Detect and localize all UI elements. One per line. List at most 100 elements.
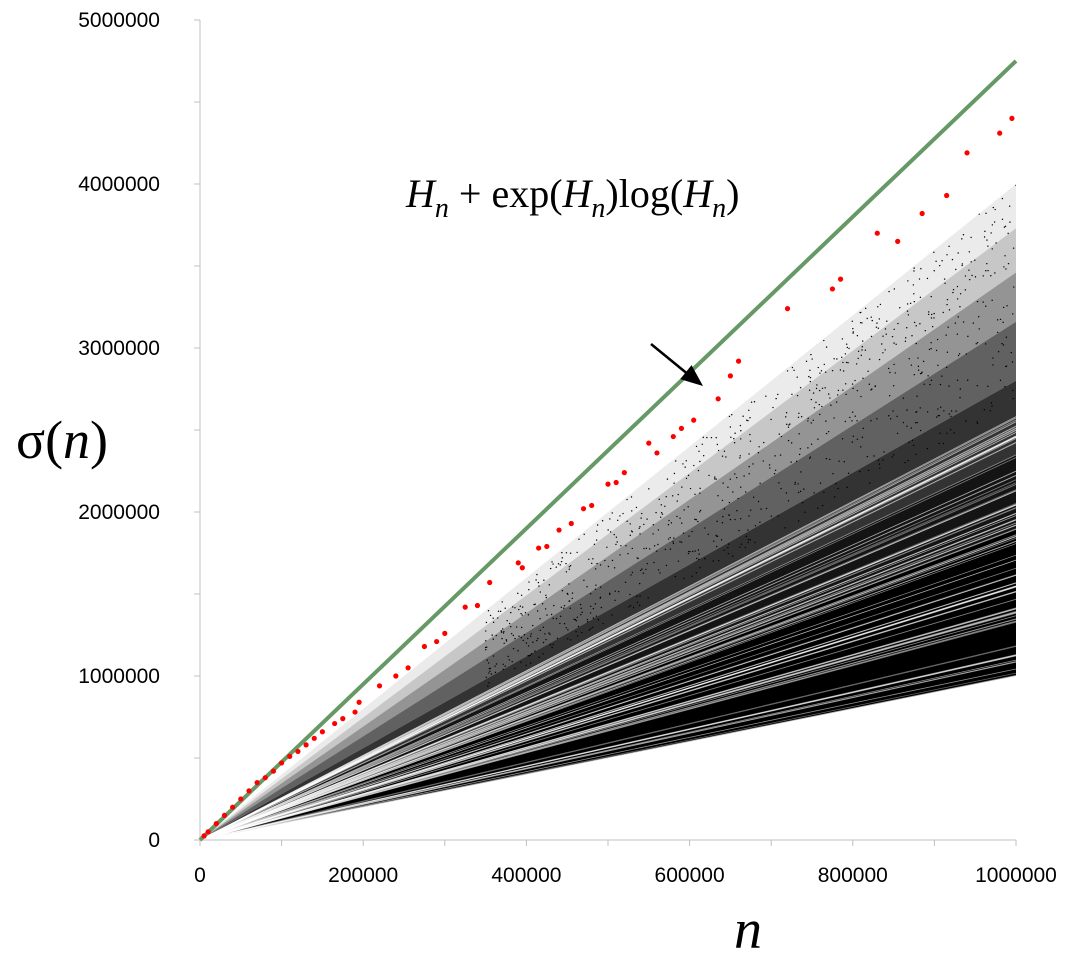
record-point bbox=[405, 665, 411, 671]
density-dot bbox=[796, 376, 798, 378]
density-dot bbox=[846, 486, 848, 489]
density-dot bbox=[861, 346, 864, 348]
density-dot bbox=[785, 492, 788, 494]
density-dot bbox=[935, 260, 937, 262]
record-point bbox=[421, 643, 427, 650]
record-point bbox=[442, 630, 448, 636]
record-point bbox=[376, 683, 383, 689]
density-dot bbox=[1005, 365, 1008, 367]
density-dot bbox=[896, 415, 898, 418]
density-dot bbox=[630, 574, 632, 576]
density-dot bbox=[831, 369, 834, 372]
density-dot bbox=[939, 383, 942, 386]
density-streak bbox=[200, 559, 1016, 840]
density-dot bbox=[485, 630, 487, 632]
record-point bbox=[964, 150, 970, 156]
density-dot bbox=[563, 623, 566, 625]
density-dot bbox=[775, 397, 777, 400]
density-dot bbox=[541, 603, 544, 605]
density-dot bbox=[936, 338, 939, 341]
density-dot bbox=[657, 529, 660, 531]
density-dot bbox=[712, 560, 714, 562]
density-dot bbox=[835, 401, 838, 403]
density-dot bbox=[732, 491, 734, 493]
density-dot bbox=[740, 438, 742, 440]
density-dot bbox=[555, 617, 558, 620]
density-dot bbox=[754, 541, 756, 544]
density-dot bbox=[643, 523, 645, 526]
density-dot bbox=[733, 442, 736, 444]
density-dot bbox=[902, 421, 905, 424]
density-dot bbox=[864, 349, 867, 351]
density-dot bbox=[970, 261, 972, 263]
x-axis-title: n bbox=[734, 899, 762, 955]
record-point bbox=[311, 735, 317, 741]
density-dot bbox=[568, 583, 570, 585]
density-dot bbox=[518, 608, 520, 611]
density-dot bbox=[640, 517, 642, 519]
density-dot bbox=[889, 371, 891, 374]
density-dot bbox=[867, 370, 869, 373]
density-dot bbox=[617, 590, 620, 593]
density-streak bbox=[200, 482, 1016, 840]
density-dot bbox=[487, 685, 489, 687]
density-dot bbox=[707, 533, 709, 536]
density-dot bbox=[851, 411, 854, 413]
density-dot bbox=[639, 525, 641, 528]
density-dot bbox=[864, 307, 867, 310]
density-dot bbox=[492, 621, 495, 624]
density-dot bbox=[567, 629, 569, 631]
density-dot bbox=[943, 410, 945, 412]
record-point bbox=[201, 833, 207, 839]
density-dot bbox=[631, 531, 634, 533]
density-dot bbox=[940, 406, 942, 408]
density-dot bbox=[505, 639, 508, 641]
density-dot bbox=[758, 446, 760, 448]
density-dot bbox=[974, 276, 977, 278]
density-dot bbox=[787, 500, 790, 502]
density-dot bbox=[577, 635, 579, 637]
density-dot bbox=[941, 375, 943, 377]
density-dot bbox=[567, 593, 569, 596]
density-dot bbox=[544, 633, 546, 635]
density-dot bbox=[892, 410, 894, 412]
density-dot bbox=[845, 383, 847, 385]
density-dot bbox=[882, 352, 884, 354]
density-dot bbox=[762, 460, 764, 462]
density-dot bbox=[581, 631, 583, 634]
record-point bbox=[238, 796, 244, 802]
density-dot bbox=[906, 303, 909, 305]
density-dot bbox=[749, 440, 752, 442]
density-dot bbox=[983, 236, 986, 238]
density-dot bbox=[982, 275, 984, 277]
density-dot bbox=[551, 646, 553, 649]
density-dot bbox=[848, 347, 850, 350]
density-streak bbox=[200, 590, 1016, 840]
density-dot bbox=[933, 251, 935, 254]
density-dot bbox=[657, 543, 659, 546]
density-dot bbox=[538, 585, 540, 587]
record-point bbox=[621, 470, 627, 476]
density-dot bbox=[768, 464, 771, 466]
density-dot bbox=[725, 456, 727, 458]
density-dot bbox=[987, 385, 989, 388]
density-dot bbox=[677, 560, 680, 562]
density-dot bbox=[955, 268, 957, 271]
density-dot bbox=[569, 552, 572, 554]
density-dot bbox=[682, 532, 685, 534]
density-dot bbox=[491, 634, 493, 636]
density-dot bbox=[728, 501, 731, 504]
density-dot bbox=[830, 404, 832, 406]
density-dot bbox=[669, 536, 671, 539]
density-dot bbox=[961, 238, 963, 240]
density-dot bbox=[774, 469, 777, 472]
bound-line-series bbox=[198, 59, 1018, 842]
density-dot bbox=[991, 248, 993, 250]
density-dot bbox=[683, 509, 685, 511]
density-dot bbox=[734, 473, 736, 475]
density-dot bbox=[748, 453, 750, 455]
density-dot bbox=[992, 357, 994, 359]
density-dot bbox=[745, 491, 747, 493]
density-dot bbox=[619, 515, 621, 517]
record-point bbox=[1009, 115, 1015, 121]
